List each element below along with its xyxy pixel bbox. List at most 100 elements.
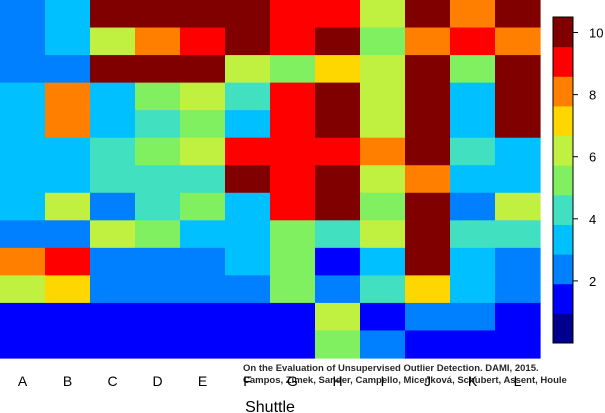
- heatmap-cell: [90, 220, 136, 249]
- colorbar-ticks: 2 4 6 8 10: [573, 26, 603, 289]
- colorbar-segment: [553, 283, 573, 314]
- heatmap-cell: [405, 247, 451, 276]
- heatmap-cell: [45, 55, 91, 84]
- heatmap-cell: [495, 330, 541, 359]
- heatmap-cell: [495, 275, 541, 304]
- heatmap-cell: [315, 82, 361, 111]
- heatmap-cell: [225, 82, 271, 111]
- heatmap-cell: [405, 82, 451, 111]
- heatmap-cell: [90, 55, 136, 84]
- heatmap-cell: [45, 330, 91, 359]
- heatmap-cell: [180, 192, 226, 221]
- heatmap-cell: [90, 27, 136, 56]
- x-tick-label: H: [332, 373, 342, 389]
- heatmap-cell: [135, 137, 181, 166]
- heatmap-cell: [0, 27, 46, 56]
- heatmap-cell: [495, 220, 541, 249]
- heatmap-cell: [495, 302, 541, 332]
- heatmap-cell: [405, 0, 451, 29]
- colorbar-segment: [553, 194, 573, 225]
- heatmap-cell: [450, 55, 496, 84]
- heatmap-cell: [405, 330, 451, 359]
- heatmap-cell: [450, 330, 496, 359]
- heatmap-cell: [360, 165, 406, 194]
- heatmap-cell: [405, 275, 451, 304]
- heatmap-cell: [0, 165, 46, 194]
- heatmap-cell: [405, 55, 451, 84]
- x-tick-label: C: [107, 373, 117, 389]
- heatmap-cell: [90, 302, 136, 332]
- colorbar-tick-label: 8: [589, 88, 596, 103]
- heatmap-cell: [225, 0, 271, 29]
- x-tick-label: J: [424, 373, 431, 389]
- heatmap-cell: [360, 247, 406, 276]
- heatmap-cell: [135, 55, 181, 84]
- heatmap-cell: [450, 165, 496, 194]
- heatmap-cell: [45, 192, 91, 221]
- heatmap-cell: [270, 82, 316, 111]
- x-tick-label: D: [152, 373, 162, 389]
- heatmap-cell: [225, 55, 271, 84]
- heatmap-cell: [315, 330, 361, 359]
- caption-line-1: On the Evaluation of Unsupervised Outlie…: [243, 363, 539, 374]
- heatmap-cell: [315, 165, 361, 194]
- heatmap-cell: [405, 27, 451, 56]
- heatmap-cell: [495, 165, 541, 194]
- heatmap-cell: [135, 247, 181, 276]
- heatmap-cell: [90, 275, 136, 304]
- heatmap-cell: [360, 82, 406, 111]
- heatmap-cell: [495, 0, 541, 29]
- heatmap-cell: [270, 247, 316, 276]
- heatmap-cell: [180, 82, 226, 111]
- colorbar-tick-label: 2: [589, 274, 596, 289]
- heatmap-cell: [135, 275, 181, 304]
- heatmap-cell: [495, 247, 541, 276]
- heatmap-cell: [315, 137, 361, 166]
- heatmap-cell: [450, 137, 496, 166]
- colorbar-segment: [553, 224, 573, 255]
- x-tick-label: G: [287, 373, 298, 389]
- heatmap-cell: [0, 82, 46, 111]
- heatmap-cell: [225, 275, 271, 304]
- heatmap-cell: [0, 275, 46, 304]
- colorbar-segment: [553, 313, 573, 344]
- heatmap-cell: [180, 137, 226, 166]
- heatmap-cell: [495, 192, 541, 221]
- heatmap-cell: [135, 0, 181, 29]
- heatmap-cell: [45, 275, 91, 304]
- heatmap-cell: [45, 165, 91, 194]
- heatmap-cell: [405, 137, 451, 166]
- heatmap-cell: [90, 165, 136, 194]
- x-tick-label: I: [381, 373, 385, 389]
- heatmap-cell: [45, 137, 91, 166]
- heatmap-cell: [180, 330, 226, 359]
- x-tick-label: A: [18, 373, 28, 389]
- heatmap-cell: [0, 192, 46, 221]
- heatmap-cell: [315, 275, 361, 304]
- x-tick-label: K: [468, 373, 478, 389]
- heatmap-cell: [135, 302, 181, 332]
- heatmap-cell: [90, 247, 136, 276]
- x-tick-label: B: [63, 373, 72, 389]
- heatmap-cells: [0, 0, 541, 359]
- heatmap-cell: [270, 0, 316, 29]
- heatmap-cell: [90, 330, 136, 359]
- colorbar-segment: [553, 46, 573, 77]
- heatmap-cell: [495, 110, 541, 139]
- heatmap-cell: [225, 137, 271, 166]
- heatmap-cell: [45, 82, 91, 111]
- heatmap-cell: [450, 247, 496, 276]
- heatmap-cell: [90, 82, 136, 111]
- heatmap-cell: [45, 302, 91, 332]
- heatmap-cell: [270, 27, 316, 56]
- x-axis-tick-labels: A B C D E F G H I J K L: [18, 373, 522, 389]
- heatmap-cell: [0, 220, 46, 249]
- heatmap-cell: [495, 137, 541, 166]
- heatmap-cell: [180, 0, 226, 29]
- heatmap-cell: [450, 110, 496, 139]
- heatmap-cell: [45, 247, 91, 276]
- x-tick-label: F: [243, 373, 252, 389]
- heatmap-cell: [45, 110, 91, 139]
